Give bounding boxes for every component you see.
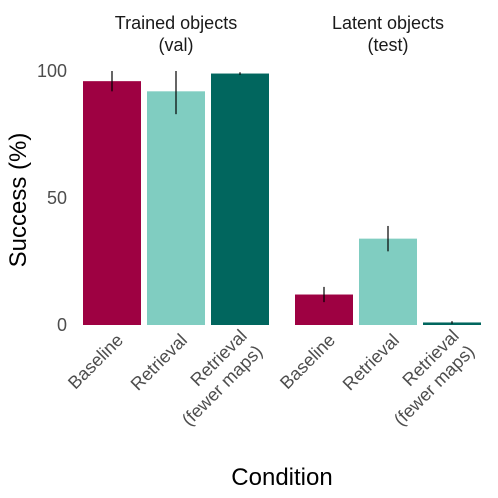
bar-panel1-2 <box>211 73 269 325</box>
x-tick-label-line1: Baseline <box>276 330 339 393</box>
x-axis-title: Condition <box>231 464 332 491</box>
bar-panel2-1 <box>359 238 417 325</box>
y-axis-title: Success (%) <box>5 133 32 268</box>
bar-panel1-1 <box>147 91 205 325</box>
panel-1-title-line2: (val) <box>159 35 194 55</box>
y-tick-label-50: 50 <box>47 188 67 208</box>
panel-2-title-line1: Latent objects <box>332 13 444 33</box>
y-tick-label-100: 100 <box>37 61 67 81</box>
bar-panel1-0 <box>83 81 141 325</box>
x-tick-label-panel1-1: Retrieval <box>127 330 191 394</box>
x-tick-label-line1: Baseline <box>64 330 127 393</box>
x-tick-label-panel2-0: Baseline <box>276 330 339 393</box>
x-tick-label-line1: Retrieval <box>339 330 403 394</box>
x-tick-label-panel1-0: Baseline <box>64 330 127 393</box>
x-tick-label-panel2-1: Retrieval <box>339 330 403 394</box>
panel-1-title-line1: Trained objects <box>115 13 237 33</box>
x-tick-label-line1: Retrieval <box>127 330 191 394</box>
panel-2-title-line2: (test) <box>367 35 408 55</box>
y-tick-label-0: 0 <box>57 315 67 335</box>
